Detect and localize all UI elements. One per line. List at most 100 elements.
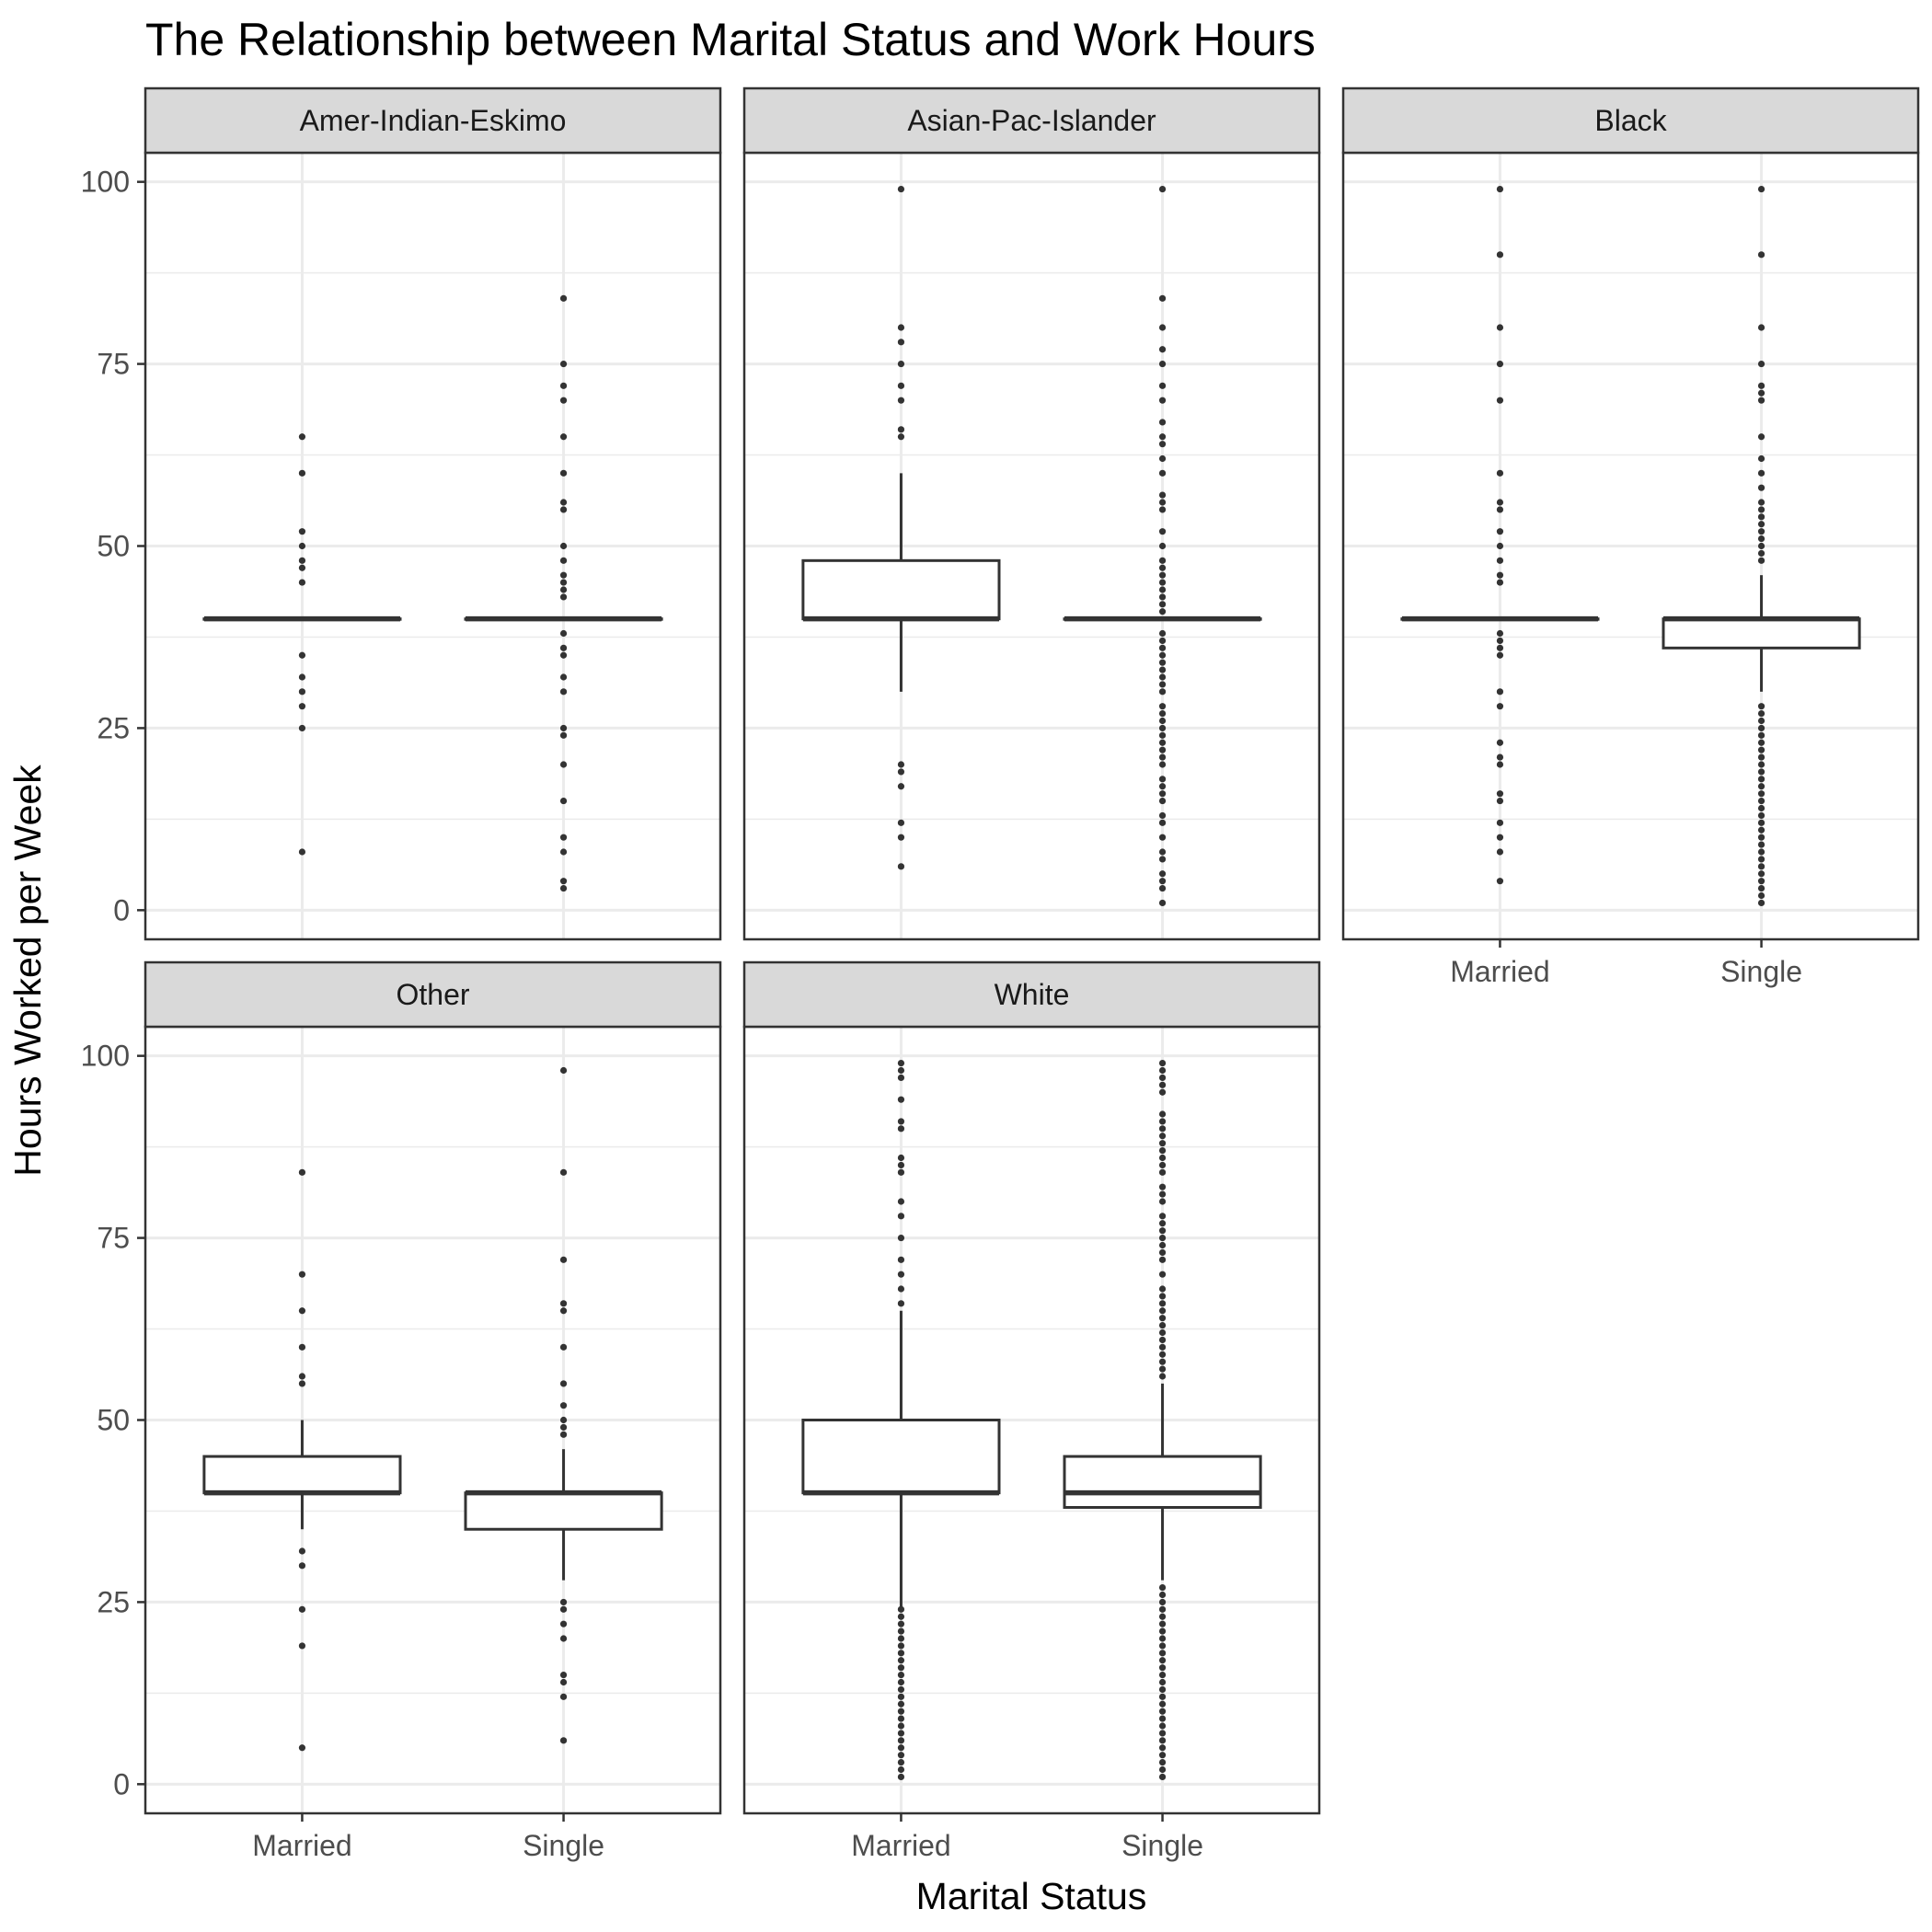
outlier-point <box>897 768 905 776</box>
y-tick-label: 75 <box>97 348 130 381</box>
outlier-point <box>897 1271 905 1278</box>
strip-label: Other <box>396 978 469 1011</box>
outlier-point <box>1158 1321 1167 1329</box>
outlier-point <box>1158 797 1167 805</box>
outlier-point <box>1158 819 1167 826</box>
outlier-point <box>1158 899 1167 907</box>
outlier-point <box>897 1744 905 1752</box>
outlier-point <box>897 1752 905 1759</box>
outlier-point <box>1158 1765 1167 1774</box>
outlier-point <box>897 1613 905 1620</box>
outlier-point <box>1158 491 1167 499</box>
outlier-point <box>1158 1081 1167 1088</box>
iqr-box <box>1063 1455 1262 1510</box>
outlier-point <box>1158 571 1167 579</box>
outlier-point <box>559 1737 568 1744</box>
outlier-point <box>298 1562 306 1570</box>
outlier-point <box>1158 637 1167 645</box>
outlier-point <box>1757 542 1765 550</box>
outlier-point <box>1158 1110 1167 1118</box>
outlier-point <box>897 1715 905 1722</box>
outlier-point <box>897 1765 905 1774</box>
outlier-point <box>897 1635 905 1642</box>
outlier-point <box>897 382 905 389</box>
outlier-point <box>1158 1248 1167 1257</box>
outlier-point <box>1757 761 1765 768</box>
outlier-point <box>1158 1256 1167 1263</box>
outlier-point <box>897 360 905 368</box>
outlier-point <box>1158 1627 1167 1635</box>
outlier-point <box>1757 397 1765 404</box>
outlier-point <box>1158 761 1167 768</box>
box-black-single <box>1662 185 1861 907</box>
outlier-point <box>1158 1758 1167 1766</box>
outlier-point <box>1158 1293 1167 1300</box>
outlier-point <box>1158 1613 1167 1620</box>
outlier-point <box>298 1373 306 1380</box>
outlier-point <box>559 499 568 506</box>
outlier-point <box>559 1598 568 1606</box>
outlier-point <box>298 703 306 710</box>
outlier-point <box>1158 1358 1167 1365</box>
outlier-point <box>897 1285 905 1293</box>
outlier-point <box>1158 593 1167 601</box>
outlier-point <box>897 1125 905 1133</box>
outlier-point <box>897 433 905 441</box>
outlier-point <box>1757 811 1765 820</box>
outlier-point <box>897 1671 905 1679</box>
outlier-point <box>1158 382 1167 389</box>
outlier-point <box>559 294 568 302</box>
iqr-box <box>801 1419 1001 1495</box>
outlier-point <box>1757 324 1765 331</box>
outlier-point <box>1158 1685 1167 1694</box>
outlier-point <box>1158 542 1167 550</box>
outlier-point <box>1158 1133 1167 1140</box>
outlier-point <box>559 469 568 477</box>
outlier-point <box>1496 790 1504 798</box>
outlier-point <box>1158 688 1167 696</box>
x-tick-label: Single <box>523 1829 604 1862</box>
outlier-point <box>1158 1715 1167 1722</box>
outlier-point <box>897 819 905 826</box>
outlier-point <box>298 1605 306 1613</box>
outlier-point <box>1158 469 1167 477</box>
outlier-point <box>1757 484 1765 491</box>
outlier-point <box>1496 324 1504 331</box>
outlier-point <box>1158 659 1167 666</box>
outlier-point <box>1757 506 1765 513</box>
outlier-point <box>1158 1190 1167 1198</box>
outlier-point <box>1158 1307 1167 1315</box>
y-tick-label: 50 <box>97 530 130 563</box>
outlier-point <box>1158 1168 1167 1176</box>
x-tick-label: Married <box>252 1829 351 1862</box>
outlier-point <box>1757 703 1765 710</box>
outlier-point <box>897 1168 905 1176</box>
outlier-point <box>298 1343 306 1351</box>
outlier-point <box>1757 731 1765 739</box>
outlier-point <box>1757 848 1765 856</box>
outlier-point <box>897 1678 905 1686</box>
box-other-single <box>464 1066 663 1744</box>
outlier-point <box>897 1213 905 1220</box>
outlier-point <box>897 1642 905 1650</box>
outlier-point <box>1158 1671 1167 1679</box>
y-tick-label: 50 <box>97 1404 130 1437</box>
outlier-point <box>897 339 905 346</box>
outlier-point <box>559 593 568 601</box>
outlier-point <box>1757 891 1765 900</box>
outlier-point <box>559 1343 568 1351</box>
outlier-point <box>897 1664 905 1672</box>
facet-other: Other 0 25 50 75 100 Married Single <box>81 960 722 1862</box>
x-axis-title: Marital Status <box>916 1875 1147 1917</box>
outlier-point <box>1496 185 1504 193</box>
outlier-point <box>298 1547 306 1555</box>
outlier-point <box>897 1708 905 1715</box>
outlier-point <box>1158 557 1167 564</box>
x-tick-label: Single <box>1720 955 1802 988</box>
box-asian-pac-islander-single <box>1063 185 1262 907</box>
outlier-point <box>1757 841 1765 848</box>
outlier-point <box>1158 1598 1167 1606</box>
strip-label: Amer-Indian-Eskimo <box>300 104 567 137</box>
outlier-point <box>1158 1373 1167 1380</box>
outlier-point <box>1158 1737 1167 1744</box>
